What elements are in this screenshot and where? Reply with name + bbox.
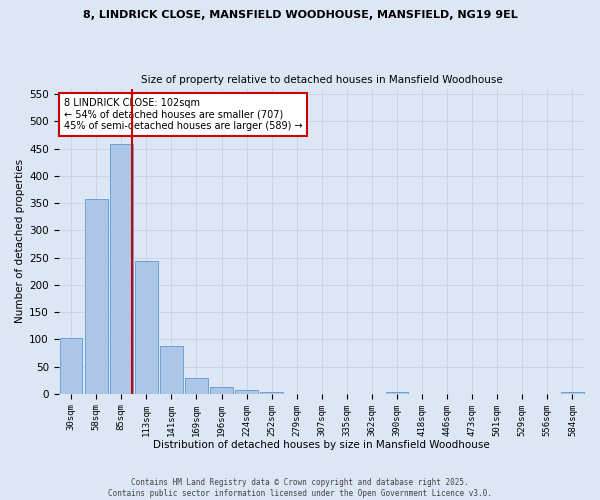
X-axis label: Distribution of detached houses by size in Mansfield Woodhouse: Distribution of detached houses by size … [154, 440, 490, 450]
Bar [260, 392, 283, 394]
Bar [386, 392, 408, 394]
Text: Contains HM Land Registry data © Crown copyright and database right 2025.
Contai: Contains HM Land Registry data © Crown c… [108, 478, 492, 498]
Bar [210, 387, 233, 394]
Bar [185, 378, 208, 394]
Y-axis label: Number of detached properties: Number of detached properties [15, 159, 25, 324]
Bar [160, 346, 183, 394]
Bar [561, 392, 584, 394]
Text: 8, LINDRICK CLOSE, MANSFIELD WOODHOUSE, MANSFIELD, NG19 9EL: 8, LINDRICK CLOSE, MANSFIELD WOODHOUSE, … [83, 10, 517, 20]
Title: Size of property relative to detached houses in Mansfield Woodhouse: Size of property relative to detached ho… [141, 75, 503, 85]
Bar [235, 390, 258, 394]
Text: 8 LINDRICK CLOSE: 102sqm
← 54% of detached houses are smaller (707)
45% of semi-: 8 LINDRICK CLOSE: 102sqm ← 54% of detach… [64, 98, 302, 131]
Bar [110, 144, 133, 394]
Bar [135, 262, 158, 394]
Bar [85, 199, 107, 394]
Bar [60, 338, 82, 394]
